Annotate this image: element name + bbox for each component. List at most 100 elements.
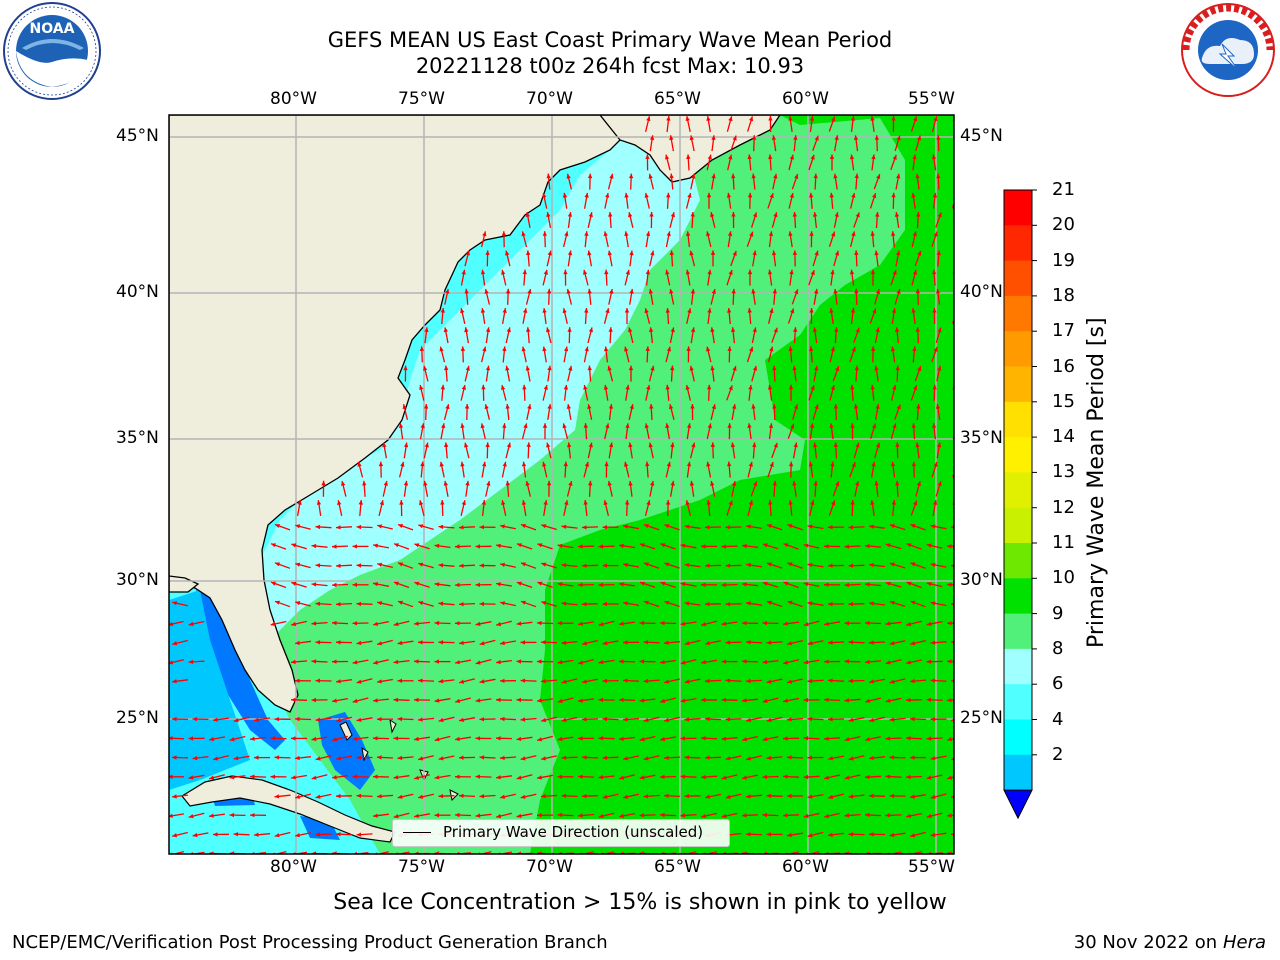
wave-arrow-head [701,622,707,627]
wave-arrow-head [669,404,674,410]
wave-arrow-head [639,543,645,548]
wave-arrow-head [604,461,609,467]
wave-arrow-head [315,756,321,761]
wave-arrow-head [270,621,276,627]
wave-arrow-head [926,621,932,626]
colorbar-segment [1004,401,1032,438]
wave-arrow-head [377,562,383,567]
wave-arrow-head [475,582,480,587]
wave-arrow-head [725,756,731,761]
wave-arrow-head [896,173,901,179]
wave-arrow-head [725,640,731,645]
wave-arrow-head [848,563,854,568]
colorbar-level-label: 6 [1052,673,1064,695]
wave-arrow-head [803,543,809,548]
wave-arrow-head [481,384,486,390]
wave-arrow-head [891,308,897,313]
colorbar-segment [1004,507,1032,544]
wave-arrow-head [930,640,936,645]
wave-arrow-head [500,640,505,646]
wave-arrow-head [766,562,772,567]
wave-arrow-head [274,717,279,722]
wave-arrow-head [394,581,399,586]
colorbar-level-label: 17 [1052,320,1075,342]
wave-arrow-head [947,698,952,703]
wave-arrow-head [721,621,727,626]
wave-arrow-head [516,621,522,626]
wave-arrow-head [356,832,362,837]
wave-arrow-head [957,404,961,409]
wave-arrow-shaft [955,231,956,247]
colorbar-level-label: 16 [1052,355,1075,377]
wave-arrow-head [732,366,737,371]
wave-arrow-head [479,679,485,684]
wave-arrow-head [543,385,548,390]
wave-arrow-head [896,135,901,141]
wave-arrow-head [418,794,423,799]
wave-arrow-head [930,678,936,683]
wave-arrow-head [645,154,650,159]
wave-arrow-head [587,404,592,409]
wave-arrow-head [643,717,649,723]
wave-arrow-head [357,461,362,467]
wave-arrow-head [315,832,321,837]
wave-arrow-head [849,154,855,160]
wave-arrow-head [686,346,691,351]
wave-arrow-head [768,231,774,236]
wave-arrow-head [315,678,321,683]
wave-arrow-head [619,736,624,741]
wave-arrow-head [455,621,460,626]
wave-arrow-head [336,832,341,837]
wave-arrow-head [438,756,444,761]
wave-arrow-head [930,832,936,838]
wave-arrow-head [749,116,754,122]
wave-arrow-head [402,404,407,410]
wave-arrow-head [787,641,793,646]
wave-arrow-head [332,544,337,549]
colorbar-segment [1004,684,1032,720]
wave-arrow-head [727,461,732,467]
wave-arrow-head [578,813,583,818]
wave-arrow-head [475,698,481,703]
wave-arrow-head [623,717,628,722]
wave-arrow-head [803,660,809,665]
wave-arrow-head [828,640,833,645]
wave-arrow-head [567,327,572,332]
wave-arrow-head [643,524,649,529]
wave-arrow-head [582,602,587,607]
wave-arrow-head [746,640,751,645]
wave-arrow-head [254,717,259,722]
wave-arrow-head [916,481,921,486]
wave-arrow-head [824,775,830,780]
wave-arrow-head [686,461,692,467]
wave-arrow-head [803,813,809,819]
wave-arrow-head [810,270,815,276]
wave-arrow-head [541,562,547,567]
wave-arrow-head [624,192,629,198]
wave-arrow-head [701,813,707,819]
wave-arrow-head [645,346,650,351]
colorbar-level-label: 9 [1052,602,1064,624]
wave-arrow-head [598,660,604,665]
colorbar-frame [1003,189,1033,791]
wave-arrow-head [563,384,569,390]
wave-arrow-head [851,462,856,468]
wave-arrow-head [505,480,510,486]
wave-arrow-head [502,308,507,313]
wave-arrow-head [752,250,757,256]
wave-arrow-head [710,212,715,218]
wave-arrow-head [420,423,425,429]
wave-arrow-head [768,500,773,505]
wave-arrow-head [794,174,799,179]
wave-arrow-head [762,659,768,665]
wave-arrow-head [608,442,614,448]
wave-arrow-head [394,543,399,548]
wave-arrow-head [564,500,569,505]
wave-arrow-head [541,524,547,529]
wave-arrow-head [660,543,666,548]
wave-arrow-head [434,737,440,742]
wave-arrow-head [624,308,630,313]
wave-arrow-head [578,736,583,741]
wave-arrow-head [746,717,751,723]
wave-arrow-head [792,250,798,255]
